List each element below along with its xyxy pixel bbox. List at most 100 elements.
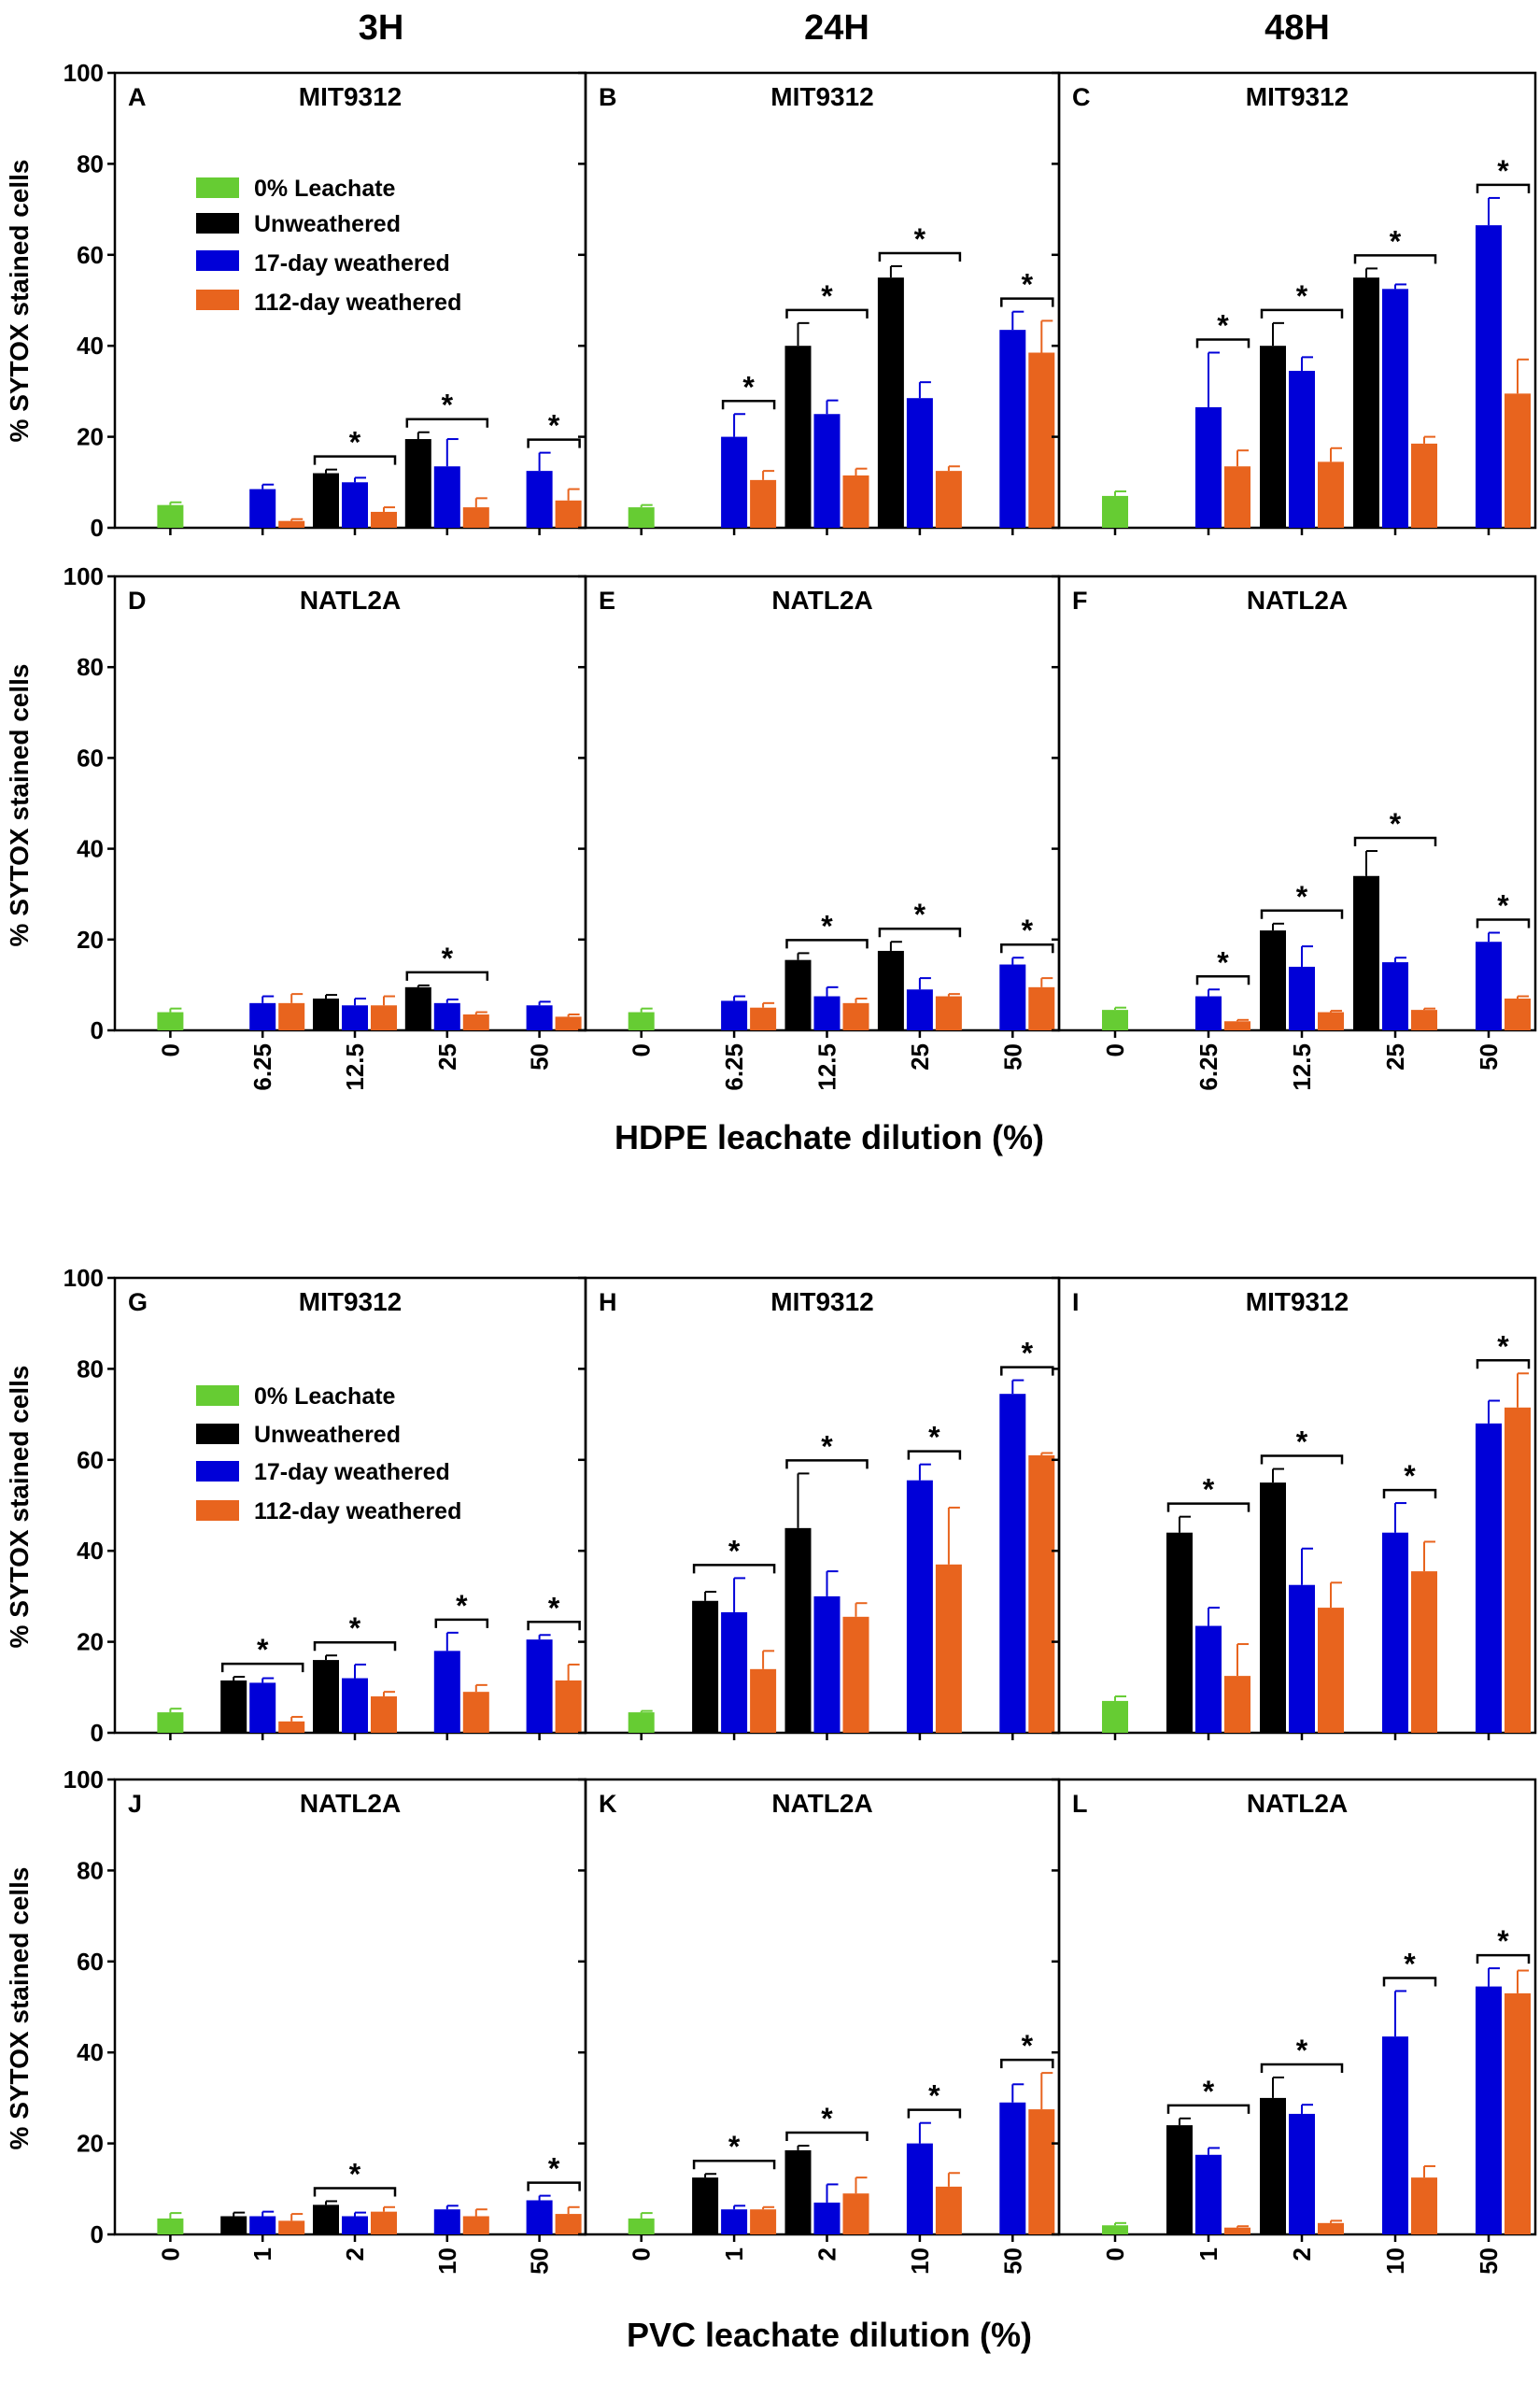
- x-tick-label: 0: [628, 2247, 656, 2261]
- significance-bracket: [405, 418, 489, 428]
- y-tick-label: 60: [77, 1446, 104, 1474]
- significance-bracket: [1476, 1359, 1531, 1369]
- x-tick-label: 10: [1381, 2247, 1409, 2275]
- bar-unweathered: [784, 1527, 812, 1733]
- panel-title: NATL2A: [1247, 1789, 1348, 1818]
- x-tick-label: 1: [248, 2247, 276, 2261]
- significance-star: *: [1497, 154, 1509, 188]
- bar-112day: [750, 2209, 777, 2234]
- y-axis-label-bottom-2: % SYTOX stained cells: [5, 1867, 34, 2150]
- plot-frame: [584, 1778, 1061, 2236]
- panel-letter: K: [599, 1790, 617, 1818]
- bar-17day: [906, 989, 933, 1030]
- significance-bracket: [1000, 943, 1054, 954]
- x-tick-label: 2: [341, 2247, 369, 2261]
- bar-17day: [1195, 1625, 1222, 1733]
- significance-star: *: [1390, 807, 1402, 841]
- bar-112day: [1028, 2109, 1055, 2234]
- bar-control: [1102, 1700, 1128, 1733]
- x-tick-label: 50: [1475, 2247, 1503, 2275]
- bar-17day: [906, 1480, 933, 1733]
- significance-bracket: [527, 1621, 581, 1631]
- bar-unweathered: [1353, 875, 1379, 1030]
- significance-bracket: [785, 2131, 869, 2142]
- legend-label-112day: 112-day weathered: [254, 290, 461, 316]
- x-tick-label: 25: [1381, 1043, 1409, 1070]
- bar-17day: [999, 330, 1026, 528]
- bar-112day: [1505, 998, 1531, 1030]
- legend-swatch-112day: [196, 1500, 239, 1521]
- significance-bracket: [785, 1459, 869, 1469]
- bar-17day: [1289, 2113, 1315, 2234]
- x-tick-label: 10: [433, 2247, 461, 2275]
- bar-17day: [249, 1002, 276, 1030]
- y-tick-label: 0: [91, 514, 104, 542]
- panel-title: NATL2A: [771, 1789, 872, 1818]
- bar-112day: [462, 1692, 489, 1733]
- significance-star: *: [1390, 224, 1402, 258]
- bar-17day: [433, 2209, 460, 2234]
- panel-letter: I: [1072, 1288, 1080, 1316]
- significance-bracket: [907, 1450, 962, 1460]
- bar-17day: [813, 996, 841, 1030]
- bar-17day: [1476, 1986, 1502, 2234]
- bar-112day: [278, 520, 305, 528]
- significance-bracket: [313, 1640, 397, 1652]
- significance-star: *: [1203, 1473, 1215, 1507]
- significance-star: *: [1203, 2075, 1215, 2108]
- panel-h: H MIT9312 * * * *: [578, 1276, 1061, 1740]
- significance-star: *: [1217, 945, 1229, 979]
- significance-star: *: [1022, 2029, 1034, 2063]
- significance-bracket: [878, 251, 962, 262]
- significance-bracket: [1195, 975, 1250, 985]
- bar-17day: [999, 1394, 1026, 1733]
- significance-star: *: [1022, 1337, 1034, 1370]
- panel-letter: D: [128, 587, 147, 615]
- y-tick-label: 100: [64, 1765, 104, 1794]
- bar-17day: [342, 482, 368, 528]
- y-tick-label: 60: [77, 241, 104, 269]
- bar-unweathered: [1260, 1482, 1286, 1733]
- panel-title: MIT9312: [299, 82, 403, 111]
- legend-label-112day: 112-day weathered: [254, 1498, 461, 1524]
- bar-unweathered: [1260, 346, 1286, 528]
- y-tick-label: 40: [77, 2038, 104, 2066]
- y-tick-label: 20: [77, 926, 104, 954]
- significance-star: *: [548, 1591, 560, 1624]
- x-tick-label: 50: [1475, 1043, 1503, 1070]
- panel-a: 0 20 40 60 80 100 A MIT9312 * * *: [64, 59, 587, 542]
- bar-17day: [526, 1639, 553, 1733]
- column-title-24h: 24H: [804, 8, 869, 48]
- significance-bracket: [907, 2108, 962, 2119]
- y-tick-label: 60: [77, 1948, 104, 1976]
- significance-bracket: [220, 1662, 304, 1673]
- bar-112day: [1028, 352, 1055, 528]
- y-tick-label: 100: [64, 562, 104, 590]
- y-tick-label: 0: [91, 1016, 104, 1044]
- panel-l: L NATL2A 0 1 2 10 50 * * * *: [1052, 1778, 1537, 2275]
- panel-title: MIT9312: [1246, 82, 1349, 111]
- bar-112day: [1028, 1454, 1055, 1733]
- y-tick-label: 40: [77, 1537, 104, 1565]
- y-axis-label-top-1: % SYTOX stained cells: [5, 160, 34, 443]
- significance-star: *: [1296, 880, 1308, 914]
- bar-112day: [1505, 1992, 1531, 2234]
- significance-bracket: [1000, 2058, 1054, 2069]
- bar-control: [628, 1712, 655, 1733]
- bar-17day: [721, 1000, 748, 1030]
- bar-unweathered: [313, 998, 339, 1030]
- bar-17day: [342, 1005, 368, 1030]
- bar-unweathered: [313, 1660, 339, 1733]
- y-axis-label-top-2: % SYTOX stained cells: [5, 664, 34, 947]
- panel-j: 0 20 40 60 80 100 J NATL2A 0 1 2 10 50 * *: [64, 1765, 587, 2275]
- bar-unweathered: [877, 277, 904, 528]
- bar-17day: [342, 1678, 368, 1733]
- panel-title: MIT9312: [770, 82, 874, 111]
- bar-112day: [1318, 1608, 1344, 1733]
- significance-bracket: [1382, 1488, 1437, 1499]
- significance-star: *: [914, 222, 926, 256]
- bar-17day: [721, 2209, 748, 2234]
- bar-112day: [750, 479, 777, 528]
- bar-112day: [555, 500, 582, 528]
